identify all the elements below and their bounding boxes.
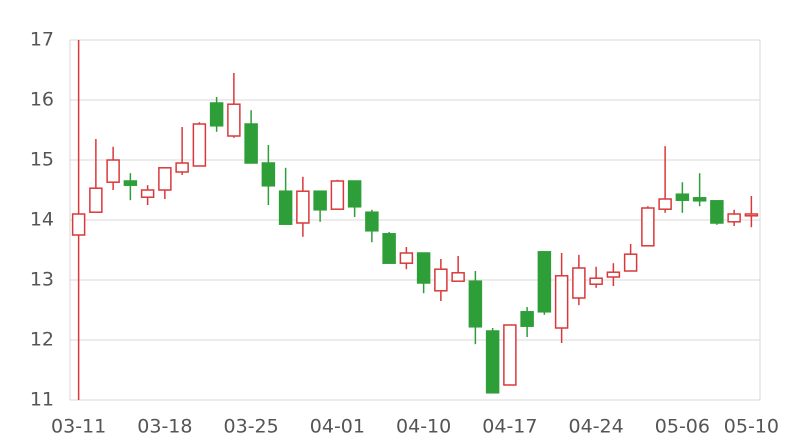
candle-body	[485, 330, 500, 394]
x-tick-label: 03-18	[137, 416, 192, 438]
candle-body	[244, 123, 258, 164]
candle-body	[537, 251, 552, 313]
candle-body	[227, 103, 241, 137]
candle-body	[209, 102, 224, 127]
candle-body	[330, 180, 345, 210]
y-tick-label: 15	[30, 149, 54, 171]
candle-body	[554, 275, 569, 329]
candle-body	[416, 252, 431, 284]
candle-body	[313, 190, 327, 211]
x-tick-label: 05-06	[655, 416, 710, 438]
y-tick-label: 17	[30, 29, 54, 51]
candle-body	[278, 190, 293, 225]
candle-body	[606, 271, 621, 278]
candle-body	[175, 162, 189, 173]
candle-body	[658, 198, 672, 210]
candle-body	[451, 272, 465, 282]
x-tick-label: 03-25	[224, 416, 279, 438]
x-tick-label: 03-11	[51, 416, 106, 438]
candle-body	[399, 252, 414, 264]
candle-body	[347, 180, 362, 208]
candle-body	[641, 207, 655, 247]
candle-body	[382, 233, 396, 264]
x-tick-label: 04-24	[569, 416, 624, 438]
y-tick-label: 13	[30, 269, 54, 291]
candle-body	[365, 211, 379, 232]
candle-body	[106, 159, 120, 183]
x-tick-label: 04-17	[482, 416, 537, 438]
candle-body	[589, 277, 603, 285]
x-tick-label: 04-01	[310, 416, 365, 438]
y-tick-label: 16	[30, 89, 54, 111]
x-tick-label: 05-10	[724, 416, 779, 438]
candle-body	[520, 311, 534, 327]
candle-body	[727, 213, 741, 223]
candle-body	[710, 200, 724, 224]
x-tick-label: 04-10	[396, 416, 451, 438]
candle-body	[744, 213, 759, 217]
candle-body	[503, 324, 517, 386]
candle-body	[89, 187, 103, 213]
candle-body	[296, 190, 310, 224]
y-tick-label: 12	[30, 329, 54, 351]
candle-body	[468, 280, 483, 328]
candle-body	[572, 267, 586, 299]
candle-body	[261, 162, 276, 187]
candle-body	[192, 123, 207, 167]
candle-body	[675, 193, 690, 201]
candle-body	[71, 213, 86, 236]
candle-body	[692, 197, 707, 202]
candle-body	[623, 253, 638, 272]
candle-body	[140, 189, 155, 198]
candle-body	[158, 167, 172, 191]
candle-body	[123, 180, 138, 186]
y-tick-label: 14	[30, 209, 54, 231]
candle-body	[434, 268, 448, 292]
y-tick-label: 11	[30, 389, 54, 411]
